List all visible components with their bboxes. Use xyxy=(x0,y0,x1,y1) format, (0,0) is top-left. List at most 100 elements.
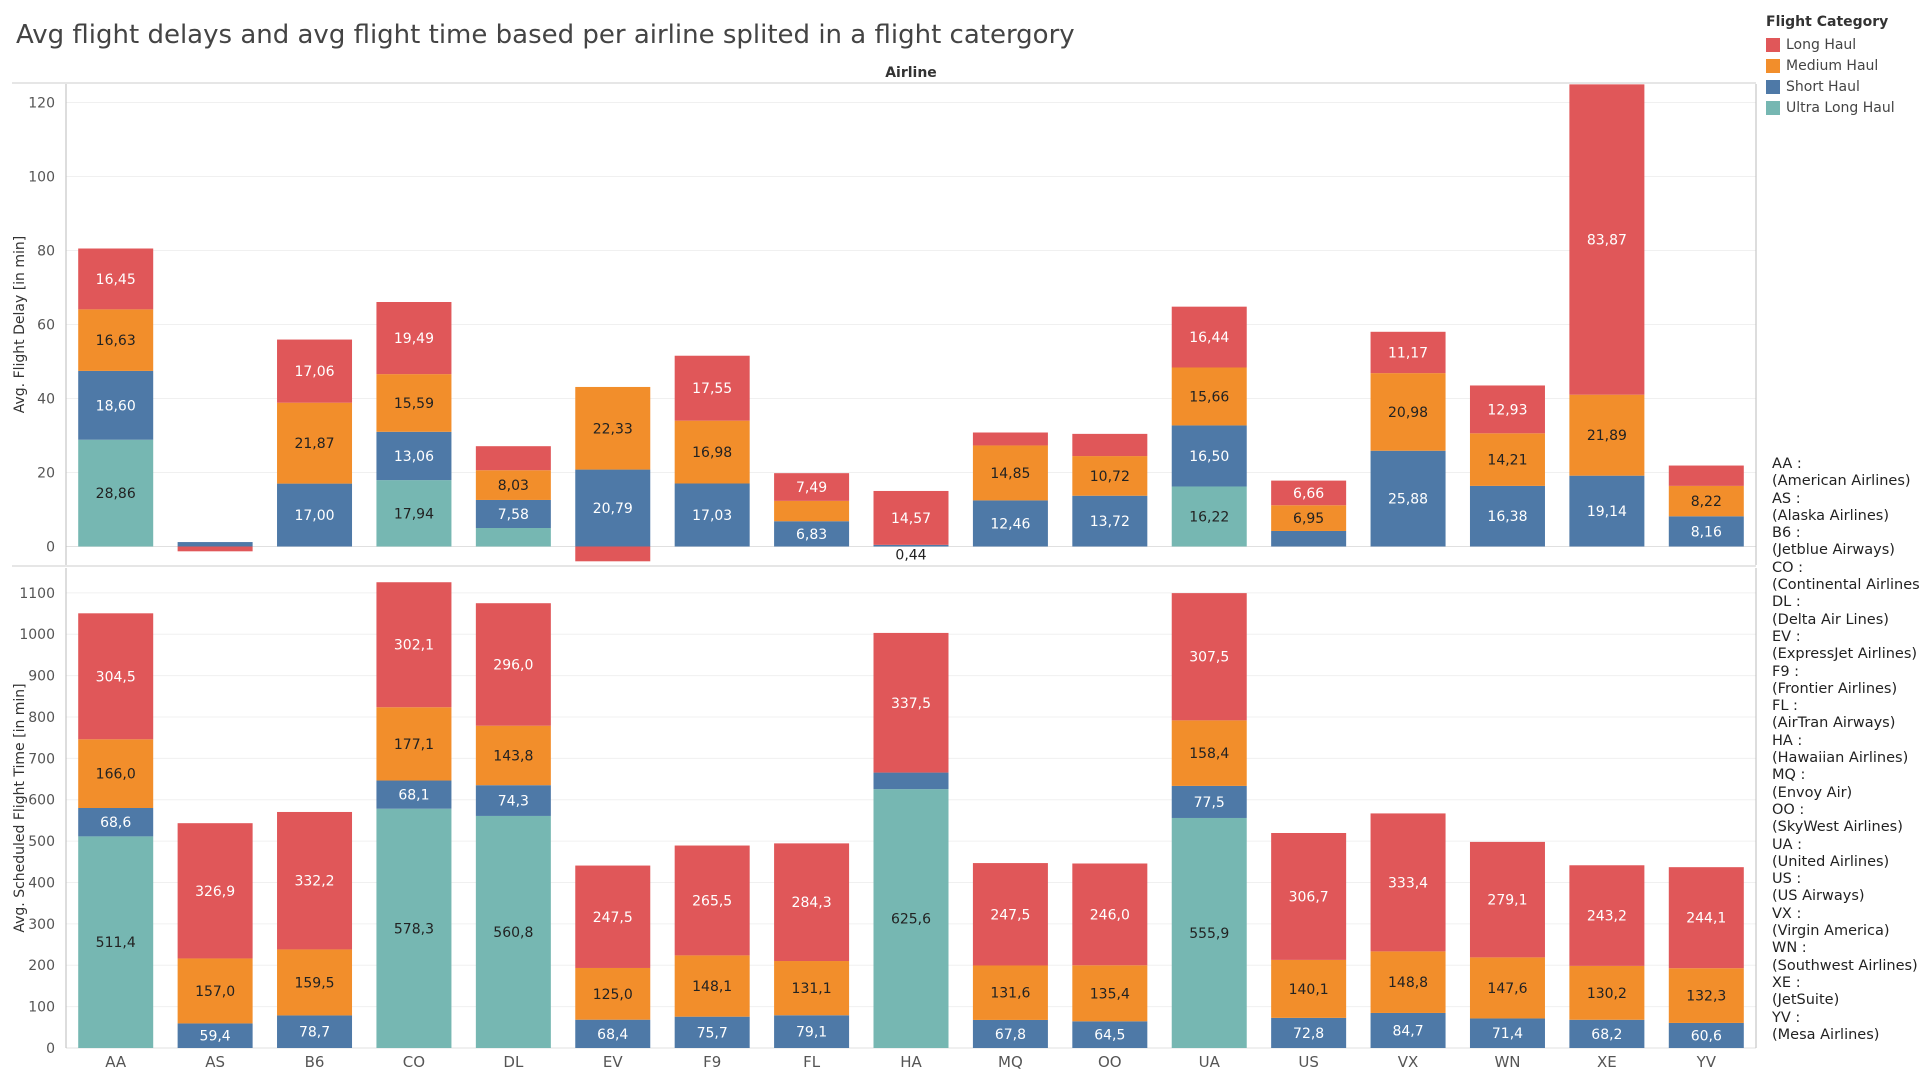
airline-code-list: AA : (American Airlines) AS : (Alaska Airli… xyxy=(1772,456,1920,1044)
bar-segment xyxy=(674,483,750,547)
legend-swatch xyxy=(1766,100,1780,115)
data-label: 296,0 xyxy=(493,657,533,673)
data-label: 132,3 xyxy=(1686,989,1726,1005)
data-label: 140,1 xyxy=(1289,982,1329,998)
data-label: 7,49 xyxy=(796,480,827,496)
y-tick-label: 20 xyxy=(37,466,55,482)
data-label: 17,55 xyxy=(692,381,732,397)
data-label: 157,0 xyxy=(195,984,235,1000)
data-label: 20,79 xyxy=(593,501,633,517)
airline-code: US : xyxy=(1772,871,1802,888)
data-label: 12,93 xyxy=(1487,402,1527,418)
data-label: 72,8 xyxy=(1293,1026,1324,1042)
data-label: 8,03 xyxy=(498,478,529,494)
bar-segment xyxy=(873,490,949,545)
x-tick-label: F9 xyxy=(703,1053,721,1071)
data-label: 6,95 xyxy=(1293,511,1324,527)
airline-name: (Continental Airlines) xyxy=(1772,577,1920,594)
airline-name: (Virgin America) xyxy=(1772,923,1890,940)
data-label: 74,3 xyxy=(498,794,529,810)
airline-name: (American Airlines) xyxy=(1772,473,1911,490)
data-label: 10,72 xyxy=(1090,469,1130,485)
legend-item-short-haul[interactable]: Short Haul xyxy=(1766,76,1916,97)
bar-segment xyxy=(873,789,949,1048)
airline-name: (JetSuite) xyxy=(1772,992,1840,1009)
bar-segment xyxy=(1171,785,1247,818)
data-label: 131,6 xyxy=(990,986,1030,1002)
airline-code: F9 : xyxy=(1772,663,1800,680)
bar-segment xyxy=(873,632,949,773)
data-label: 578,3 xyxy=(394,921,434,937)
bar-segment xyxy=(177,823,253,959)
y-tick-label: 700 xyxy=(28,751,55,767)
data-label: 17,00 xyxy=(294,508,334,524)
bar-segment xyxy=(1171,306,1247,368)
bar-segment xyxy=(177,542,253,547)
data-label: 13,06 xyxy=(394,449,434,465)
data-label: 71,4 xyxy=(1492,1026,1523,1042)
data-label: 8,22 xyxy=(1691,494,1722,510)
data-label: 25,88 xyxy=(1388,492,1428,508)
data-label: 302,1 xyxy=(394,638,434,654)
data-label: 247,5 xyxy=(593,910,633,926)
data-label: 247,5 xyxy=(990,907,1030,923)
bar-segment xyxy=(1569,475,1645,547)
legend: Flight Category Long Haul Medium Haul Sh… xyxy=(1766,14,1916,118)
data-label: 8,16 xyxy=(1691,524,1722,540)
bar-segment xyxy=(277,1015,353,1048)
data-label: 243,2 xyxy=(1587,909,1627,925)
bar-segment xyxy=(1271,959,1347,1018)
data-label: 16,63 xyxy=(96,333,136,349)
data-label: 60,6 xyxy=(1691,1028,1722,1044)
bar-segment xyxy=(376,780,452,809)
bar-segment xyxy=(1370,373,1446,451)
data-label: 332,2 xyxy=(294,874,334,890)
legend-swatch xyxy=(1766,58,1780,73)
bar-segment xyxy=(674,1016,750,1048)
data-label: 68,4 xyxy=(597,1027,628,1043)
bar-segment xyxy=(1171,817,1247,1048)
x-tick-label: HA xyxy=(900,1053,922,1071)
bar-segment xyxy=(575,469,651,547)
legend-item-ultra-long-haul[interactable]: Ultra Long Haul xyxy=(1766,97,1916,118)
y-tick-label: 800 xyxy=(28,710,55,726)
chart-title: Avg flight delays and avg flight time ba… xyxy=(16,20,1075,50)
bar-segment xyxy=(1370,951,1446,1013)
y-tick-label: 60 xyxy=(37,318,55,334)
bar-segment xyxy=(78,439,154,547)
data-label: 511,4 xyxy=(96,935,136,951)
airline-code: HA : xyxy=(1772,732,1803,749)
bar-segment xyxy=(376,431,452,481)
data-label: 130,2 xyxy=(1587,986,1627,1002)
data-label: 83,87 xyxy=(1587,233,1627,249)
x-tick-label: VX xyxy=(1398,1053,1419,1071)
x-tick-label: FL xyxy=(803,1053,821,1071)
bar-segment xyxy=(475,499,551,528)
airline-name: (Frontier Airlines) xyxy=(1772,680,1898,697)
airline-name: (US Airways) xyxy=(1772,888,1865,905)
airline-name: (Mesa Airlines) xyxy=(1772,1026,1880,1043)
y-tick-label: 40 xyxy=(37,392,55,408)
y-tick-label: 600 xyxy=(28,793,55,809)
bar-segment xyxy=(78,739,154,808)
header-label: Airline xyxy=(885,65,937,81)
bar-segment xyxy=(1370,331,1446,374)
airline-name: (Envoy Air) xyxy=(1772,784,1853,801)
bar-segment xyxy=(575,546,651,562)
bar-segment xyxy=(972,432,1048,446)
bar-segment xyxy=(1370,450,1446,547)
legend-item-medium-haul[interactable]: Medium Haul xyxy=(1766,55,1916,76)
bar-segment xyxy=(1072,965,1148,1022)
airline-code: XE : xyxy=(1772,974,1801,991)
legend-item-long-haul[interactable]: Long Haul xyxy=(1766,34,1916,55)
legend-swatch xyxy=(1766,79,1780,94)
y-tick-label: 1000 xyxy=(19,627,55,643)
bar-segment xyxy=(1171,593,1247,721)
bar-segment xyxy=(674,355,750,421)
data-label: 6,83 xyxy=(796,527,827,543)
airline-name: (United Airlines) xyxy=(1772,853,1890,870)
y-tick-label: 1100 xyxy=(19,586,55,602)
bar-segment xyxy=(1569,1019,1645,1048)
bar-segment xyxy=(1469,841,1545,958)
data-label: 77,5 xyxy=(1194,795,1225,811)
